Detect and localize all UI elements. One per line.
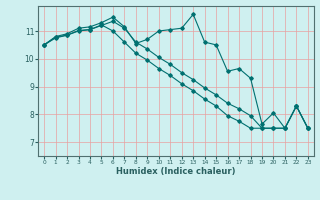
X-axis label: Humidex (Indice chaleur): Humidex (Indice chaleur) [116, 167, 236, 176]
